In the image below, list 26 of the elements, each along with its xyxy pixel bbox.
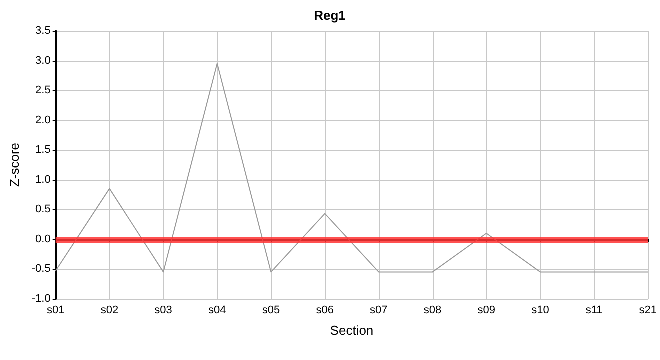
y-tick-label: 3.5 <box>36 25 51 37</box>
x-tick-label: s09 <box>478 304 496 316</box>
chart-title: Reg1 <box>314 8 346 23</box>
x-tick-label: s07 <box>370 304 388 316</box>
x-tick-label: s05 <box>262 304 280 316</box>
x-tick-label: s08 <box>424 304 442 316</box>
x-tick-label: s11 <box>586 304 603 316</box>
x-tick-label: s03 <box>154 304 172 316</box>
x-tick-label: s06 <box>316 304 334 316</box>
y-tick-label: -0.5 <box>32 263 51 276</box>
y-tick-label: 0.0 <box>36 233 51 246</box>
y-tick-label: 2.5 <box>36 84 51 97</box>
y-tick-label: 2.0 <box>36 114 51 126</box>
y-tick-label: 1.5 <box>36 144 51 156</box>
x-tick-label: s02 <box>100 304 119 316</box>
y-tick-label: -1.0 <box>32 293 51 305</box>
x-tick-label: s21 <box>639 304 658 316</box>
x-tick-label: s10 <box>532 304 550 316</box>
y-axis-title: Z-score <box>7 142 22 188</box>
line-series <box>55 63 649 273</box>
y-tick-label: 1.0 <box>36 174 51 186</box>
x-tick-label: s01 <box>46 304 65 316</box>
y-tick-label: 0.5 <box>36 204 51 216</box>
x-tick-label: s04 <box>208 304 226 316</box>
y-tick-label: 3.0 <box>36 54 51 67</box>
x-axis-title: Section <box>330 323 374 338</box>
